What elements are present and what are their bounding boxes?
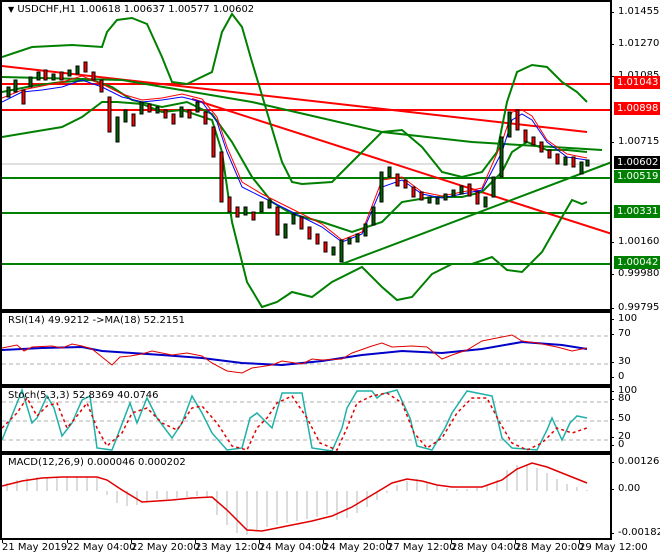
time-tick: 28 May 20:00 (515, 538, 584, 553)
time-tick: 21 May 2019 (2, 538, 68, 553)
triangle-down-icon[interactable]: ▼ (8, 5, 15, 14)
rsi-tick: 100 (609, 313, 637, 324)
stoch-tick: 20 (610, 431, 631, 442)
ohlc-values: 1.00618 1.00637 1.00577 1.00602 (79, 4, 255, 15)
rsi-tick: 0 (609, 371, 624, 382)
price-tick: 1.01270 (609, 38, 659, 49)
stoch-tick: 100 (609, 385, 637, 396)
stoch-axis: 100 80 50 20 0 (609, 385, 660, 453)
time-tick: 22 May 20:00 (131, 538, 200, 553)
price-tick: 1.01085 (609, 70, 659, 81)
level-label-resistance-1: 1.01043 (614, 76, 660, 89)
time-tick: 22 May 04:00 (67, 538, 136, 553)
level-label-support-1: 1.00519 (614, 170, 660, 183)
rsi-canvas (2, 334, 610, 374)
rsi-tick: 30 (610, 356, 631, 367)
price-tick: 1.00715 (609, 136, 659, 147)
price-tick: 1.00160 (609, 236, 659, 247)
stoch-title: Stoch(5,3,3) 52.8369 40.0746 (8, 390, 159, 401)
stoch-tick: 50 (610, 413, 631, 424)
macd-panel[interactable]: MACD(12,26,9) 0.000046 0.000202 (0, 453, 612, 540)
stoch-panel[interactable]: Stoch(5,3,3) 52.8369 40.0746 (0, 386, 612, 453)
main-chart-title: ▼ USDCHF,H1 1.00618 1.00637 1.00577 1.00… (8, 4, 254, 15)
main-chart-panel[interactable]: ▼ USDCHF,H1 1.00618 1.00637 1.00577 1.00… (0, 0, 612, 311)
price-axis: 1.01455 1.01270 1.01085 1.00715 1.00160 … (609, 0, 660, 313)
time-tick: 28 May 04:00 (451, 538, 520, 553)
time-axis: 21 May 2019 22 May 04:00 22 May 20:00 23… (0, 538, 660, 560)
macd-title: MACD(12,26,9) 0.000046 0.000202 (8, 457, 186, 468)
rsi-title: RSI(14) 49.9212 ->MA(18) 52.2151 (8, 315, 185, 326)
stoch-tick: 0 (609, 439, 624, 450)
time-tick: 24 May 04:00 (259, 538, 328, 553)
candlesticks (6, 61, 590, 263)
stoch-tick: 80 (610, 393, 631, 404)
time-tick: 27 May 12:00 (387, 538, 456, 553)
level-label-support-3: 1.00042 (614, 256, 660, 269)
macd-canvas (2, 462, 588, 535)
price-tick: 1.01455 (609, 6, 659, 17)
macd-tick: 0.001265 (610, 456, 660, 467)
rsi-axis: 100 70 30 0 (609, 311, 660, 386)
time-tick: 23 May 12:00 (195, 538, 264, 553)
rsi-tick: 70 (610, 328, 631, 339)
stoch-canvas (2, 388, 610, 451)
macd-tick: 0.00 (609, 483, 640, 494)
level-label-support-2: 1.00331 (614, 205, 660, 218)
current-price-label: 1.00602 (614, 156, 660, 169)
macd-axis: 0.001265 0.00 -0.001829 (609, 453, 660, 540)
macd-tick: -0.001829 (609, 527, 660, 538)
price-tick: 0.99980 (609, 268, 659, 279)
time-tick: 24 May 20:00 (323, 538, 392, 553)
rsi-panel[interactable]: RSI(14) 49.9212 ->MA(18) 52.2151 (0, 311, 612, 386)
price-chart-canvas (2, 12, 610, 309)
price-tick: 0.99795 (609, 302, 659, 313)
level-label-resistance-2: 1.00898 (614, 102, 660, 115)
time-tick: 29 May 12:00 (579, 538, 648, 553)
symbol-label: USDCHF,H1 (17, 4, 77, 15)
